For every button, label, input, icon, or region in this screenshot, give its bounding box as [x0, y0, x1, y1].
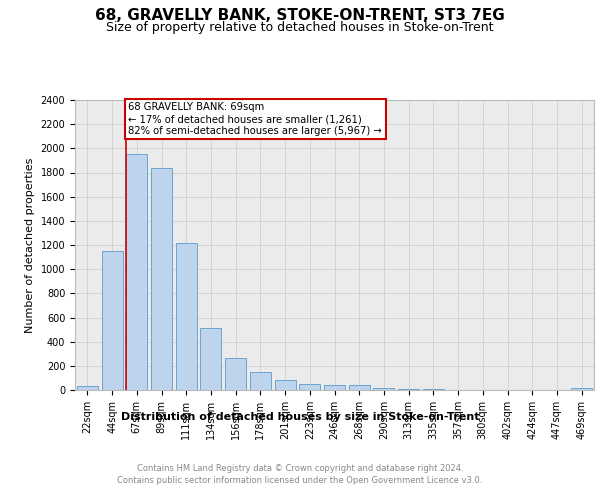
Text: Contains public sector information licensed under the Open Government Licence v3: Contains public sector information licen… — [118, 476, 482, 485]
Text: Size of property relative to detached houses in Stoke-on-Trent: Size of property relative to detached ho… — [106, 21, 494, 34]
Bar — [200, 328, 221, 390]
Bar — [77, 386, 98, 390]
Bar — [225, 358, 246, 390]
Bar — [349, 385, 370, 390]
Y-axis label: Number of detached properties: Number of detached properties — [25, 158, 35, 332]
Text: 68 GRAVELLY BANK: 69sqm
← 17% of detached houses are smaller (1,261)
82% of semi: 68 GRAVELLY BANK: 69sqm ← 17% of detache… — [128, 102, 382, 136]
Text: Distribution of detached houses by size in Stoke-on-Trent: Distribution of detached houses by size … — [121, 412, 479, 422]
Text: Contains HM Land Registry data © Crown copyright and database right 2024.: Contains HM Land Registry data © Crown c… — [137, 464, 463, 473]
Bar — [324, 384, 345, 390]
Bar — [299, 384, 320, 390]
Bar — [373, 388, 394, 390]
Bar — [126, 154, 147, 390]
Bar — [151, 168, 172, 390]
Bar — [250, 372, 271, 390]
Bar — [571, 388, 592, 390]
Bar — [176, 242, 197, 390]
Text: 68, GRAVELLY BANK, STOKE-ON-TRENT, ST3 7EG: 68, GRAVELLY BANK, STOKE-ON-TRENT, ST3 7… — [95, 8, 505, 22]
Bar — [398, 389, 419, 390]
Bar — [275, 380, 296, 390]
Bar — [101, 251, 122, 390]
